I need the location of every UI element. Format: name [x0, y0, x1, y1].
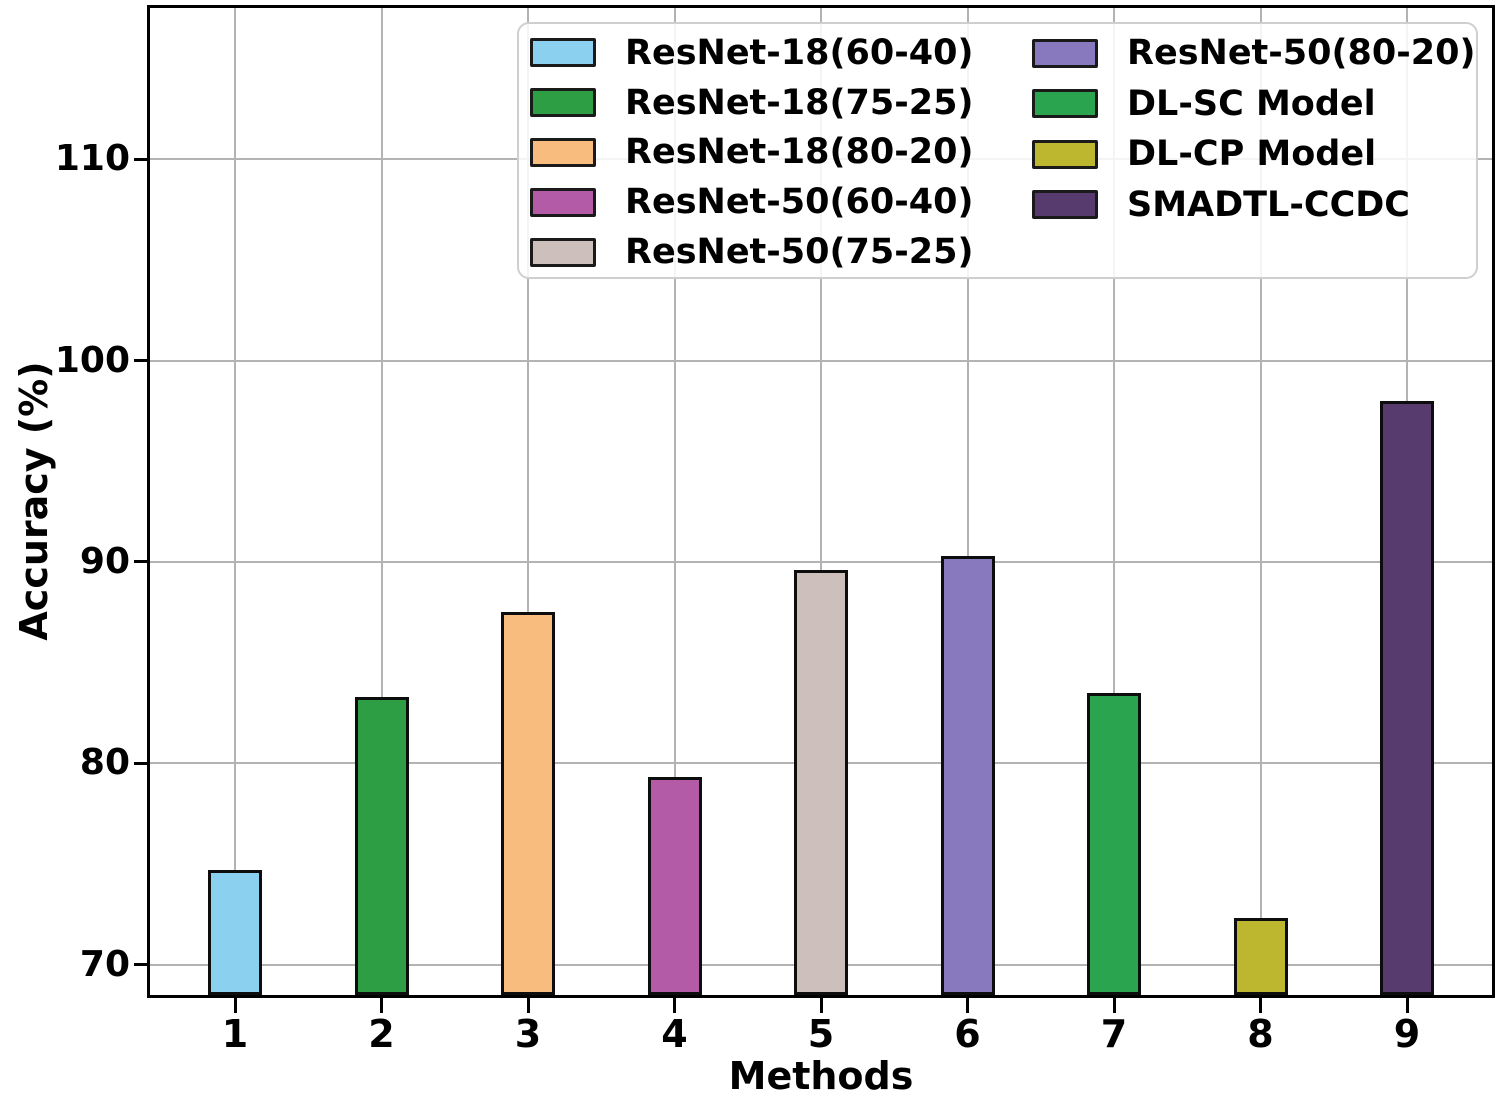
y-tick-label: 110	[54, 138, 130, 180]
x-tick-label: 4	[661, 1012, 688, 1056]
x-tick-mark	[526, 998, 530, 1013]
legend-item: ResNet-50(80-20)	[1032, 28, 1476, 79]
x-tick-mark	[380, 998, 383, 1013]
legend-item-label: ResNet-50(80-20)	[1127, 33, 1476, 74]
x-tick-mark	[819, 998, 823, 1013]
legend-item-label: ResNet-18(60-40)	[625, 32, 974, 73]
legend-item-label: ResNet-18(80-20)	[625, 132, 974, 173]
x-tick-mark	[1112, 998, 1116, 1013]
bar-9	[1380, 400, 1434, 995]
x-tick-mark	[233, 998, 237, 1013]
legend-swatch-icon	[1032, 38, 1098, 68]
x-tick-label: 6	[954, 1012, 981, 1056]
legend: ResNet-18(60-40) ResNet-18(75-25) ResNet-1…	[517, 22, 1478, 279]
bar-3	[501, 612, 555, 995]
y-tick-label: 90	[79, 540, 130, 582]
x-tick-label: 2	[368, 1012, 395, 1056]
legend-swatch-icon	[530, 187, 596, 217]
legend-item-label: DL-SC Model	[1127, 83, 1376, 124]
legend-swatch-icon	[530, 88, 596, 118]
legend-item: DL-SC Model	[1032, 79, 1476, 130]
legend-item-label: ResNet-50(60-40)	[625, 182, 974, 223]
x-tick-mark	[1259, 998, 1262, 1013]
x-axis-label: Methods	[728, 1054, 914, 1098]
y-tick-mark	[134, 560, 150, 564]
bar-2	[354, 696, 409, 995]
legend-item: ResNet-50(60-40)	[530, 177, 1032, 227]
x-tick-label: 8	[1247, 1012, 1274, 1056]
y-tick-mark	[134, 963, 150, 967]
legend-swatch-icon	[1032, 89, 1098, 119]
v-gridline	[234, 8, 236, 995]
x-tick-label: 1	[221, 1012, 249, 1056]
bar-5	[794, 569, 848, 995]
bar-1	[208, 870, 262, 995]
x-tick-label: 9	[1393, 1012, 1421, 1056]
legend-swatch-icon	[530, 38, 596, 68]
y-tick-label: 80	[79, 742, 130, 784]
legend-item-label: SMADTL-CCDC	[1127, 184, 1410, 225]
x-tick-label: 3	[514, 1012, 542, 1056]
y-tick-label: 100	[54, 339, 130, 381]
legend-swatch-icon	[530, 137, 596, 167]
x-tick-mark	[673, 998, 676, 1013]
x-tick-mark	[1405, 998, 1409, 1013]
legend-swatch-icon	[530, 237, 596, 267]
y-tick-label: 70	[79, 943, 130, 985]
y-tick-mark	[134, 761, 150, 765]
legend-item: ResNet-50(75-25)	[530, 227, 1032, 277]
x-tick-label: 5	[807, 1012, 835, 1056]
bar-4	[647, 777, 702, 995]
y-axis-label: Accuracy (%)	[12, 361, 56, 641]
legend-column-2: ResNet-50(80-20) DL-SC Model DL-CP Model SM…	[1032, 28, 1476, 277]
legend-item: ResNet-18(60-40)	[530, 28, 1032, 78]
legend-swatch-icon	[1032, 139, 1098, 169]
legend-swatch-icon	[1032, 190, 1098, 220]
v-gridline	[820, 8, 822, 995]
legend-column-1: ResNet-18(60-40) ResNet-18(75-25) ResNet-1…	[530, 28, 1032, 277]
legend-item: ResNet-18(75-25)	[530, 78, 1032, 128]
bar-7	[1087, 692, 1141, 995]
v-gridline	[380, 8, 383, 995]
legend-item: DL-CP Model	[1032, 129, 1476, 180]
y-tick-mark	[134, 157, 150, 161]
bar-6	[940, 555, 995, 995]
legend-item: ResNet-18(80-20)	[530, 128, 1032, 178]
bar-8	[1233, 918, 1288, 995]
v-gridline	[1113, 8, 1115, 995]
x-tick-mark	[966, 998, 969, 1013]
x-tick-label: 7	[1100, 1012, 1128, 1056]
v-gridline	[527, 8, 529, 995]
y-tick-mark	[134, 359, 150, 362]
v-gridline	[1259, 8, 1262, 995]
legend-item-label: DL-CP Model	[1127, 134, 1377, 175]
legend-item: SMADTL-CCDC	[1032, 180, 1476, 231]
legend-item-label: ResNet-50(75-25)	[625, 232, 974, 273]
legend-item-label: ResNet-18(75-25)	[625, 82, 974, 123]
v-gridline	[673, 8, 676, 995]
v-gridline	[966, 8, 969, 995]
